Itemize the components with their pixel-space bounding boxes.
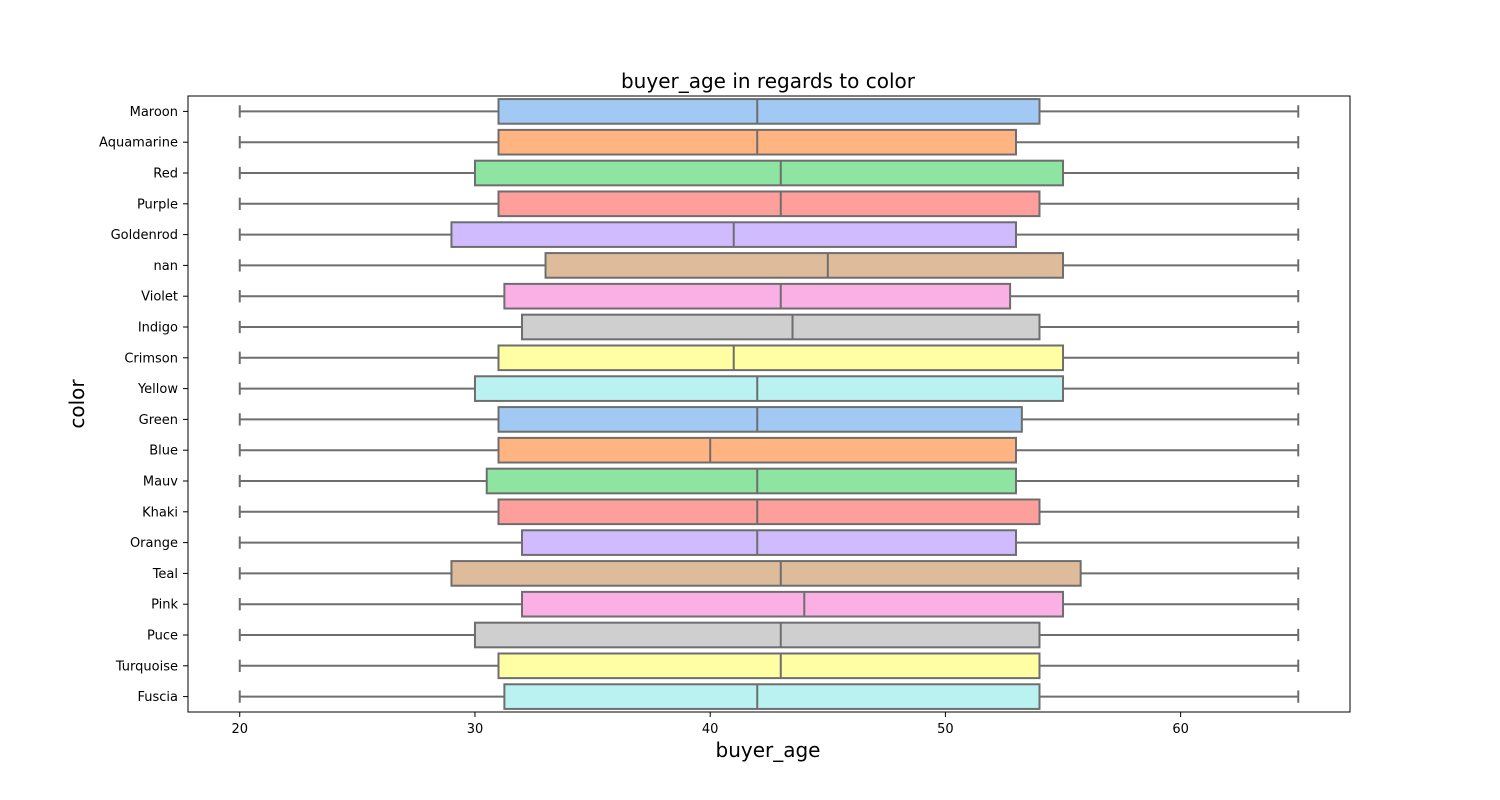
chart-title: buyer_age in regards to color [621, 69, 916, 93]
y-tick-label: Indigo [138, 321, 178, 336]
y-tick-label: Violet [141, 290, 178, 305]
box-iqr [497, 190, 1041, 218]
y-tick-label: nan [154, 259, 178, 274]
y-tick-label: Aquamarine [99, 136, 178, 151]
box-iqr [521, 313, 1041, 341]
y-tick-label: Yellow [137, 382, 178, 397]
box-iqr [521, 590, 1065, 618]
x-tick-label: 20 [231, 722, 248, 737]
box-group [238, 683, 1300, 710]
y-tick-label: Purple [137, 197, 178, 212]
box-group [238, 467, 1300, 495]
box-group [238, 652, 1300, 680]
y-tick-label: Turquoise [115, 659, 178, 674]
box-group [238, 252, 1300, 279]
y-tick-label: Blue [149, 444, 178, 459]
y-tick-label: Fuscia [137, 690, 178, 705]
x-tick-label: 60 [1172, 722, 1189, 737]
box-group [238, 621, 1300, 649]
box-group [238, 375, 1300, 402]
box-group [238, 560, 1300, 587]
box-group [238, 406, 1300, 433]
box-iqr [521, 529, 1017, 556]
y-tick-label: Khaki [142, 505, 178, 520]
box-iqr [497, 498, 1041, 526]
box-iqr [544, 252, 1065, 279]
x-tick-label: 30 [467, 722, 484, 737]
box-group [238, 190, 1300, 218]
x-tick-label: 40 [702, 722, 719, 737]
box-iqr [497, 652, 1041, 680]
y-tick-label: Teal [152, 567, 178, 582]
box-group [238, 344, 1300, 372]
box-group [238, 282, 1300, 310]
y-tick-label: Mauv [143, 475, 178, 490]
y-tick-label: Maroon [130, 105, 178, 120]
box-iqr [473, 621, 1041, 649]
box-group [238, 590, 1300, 618]
y-tick-label: Pink [151, 598, 178, 613]
y-tick-label: Crimson [124, 351, 178, 366]
y-tick-label: Green [139, 413, 178, 428]
y-axis-ticks: Maroon Aquamarine Red Purple Goldenrod nan Vio… [99, 105, 188, 705]
box-group [238, 159, 1300, 187]
box-group [238, 529, 1300, 556]
x-axis-label: buyer_age [716, 738, 821, 762]
box-group [238, 498, 1300, 526]
box-group [238, 221, 1300, 248]
box-iqr [473, 159, 1065, 187]
boxes-layer [238, 98, 1300, 710]
box-group [238, 436, 1300, 464]
box-iqr [450, 560, 1082, 587]
x-axis-ticks: 20 30 40 50 60 [231, 712, 1189, 737]
box-iqr [497, 436, 1017, 464]
box-group [238, 128, 1300, 156]
box-iqr [503, 282, 1012, 310]
box-iqr [497, 98, 1041, 125]
x-tick-label: 50 [937, 722, 954, 737]
box-iqr [503, 683, 1041, 710]
box-group [238, 313, 1300, 341]
box-iqr [473, 375, 1065, 402]
box-iqr [497, 344, 1065, 372]
y-tick-label: Red [153, 167, 178, 182]
y-tick-label: Goldenrod [111, 228, 178, 243]
box-iqr [497, 406, 1023, 433]
y-tick-label: Puce [147, 629, 178, 644]
y-axis-label: color [65, 379, 89, 429]
box-group [238, 98, 1300, 125]
y-tick-label: Orange [130, 536, 178, 551]
plot-area-frame [187, 95, 1351, 713]
box-iqr [485, 467, 1017, 495]
